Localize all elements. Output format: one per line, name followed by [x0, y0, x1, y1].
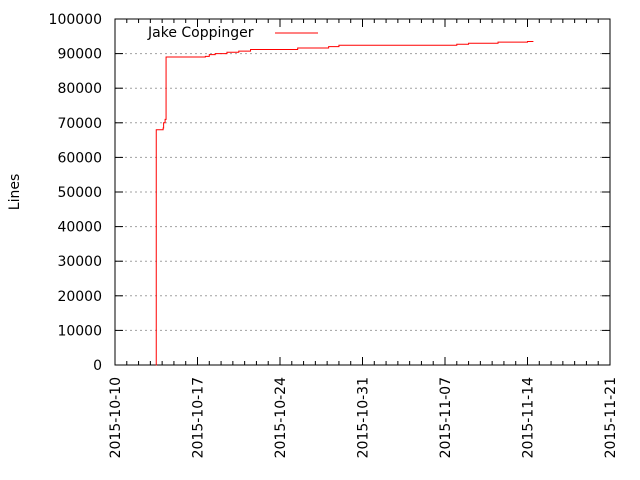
y-tick-label: 10000	[57, 323, 102, 339]
y-axis-label: Lines	[7, 174, 23, 210]
legend-label-jake-coppinger: Jake Coppinger	[147, 25, 254, 41]
y-tick-label: 30000	[57, 254, 102, 270]
y-tick-label: 100000	[49, 12, 102, 28]
y-tick-label: 80000	[57, 81, 102, 97]
x-tick-label: 2015-11-07	[438, 377, 454, 458]
x-tick-label: 2015-10-24	[273, 377, 289, 458]
axis-ticks	[114, 18, 611, 366]
grid	[115, 53, 610, 331]
x-tick-label: 2015-11-14	[521, 377, 537, 458]
series	[155, 40, 534, 366]
y-axis-tick-labels: 0 10000 20000 30000 40000 50000 60000 70000 8000…	[49, 12, 102, 374]
y-tick-label: 60000	[57, 150, 102, 166]
y-tick-label: 40000	[57, 220, 102, 236]
x-tick-label: 2015-11-21	[603, 377, 619, 458]
x-tick-label: 2015-10-31	[356, 377, 372, 458]
y-tick-label: 0	[93, 358, 102, 374]
x-tick-label: 2015-10-17	[191, 377, 207, 458]
legend: Jake Coppinger	[147, 25, 318, 41]
series-line-0	[155, 40, 534, 366]
y-tick-label: 50000	[57, 185, 102, 201]
x-axis-tick-labels: 2015-10-10 2015-10-17 2015-10-24 2015-10-31…	[108, 377, 619, 458]
x-tick-label: 2015-10-10	[108, 377, 124, 458]
y-tick-label: 90000	[57, 47, 102, 63]
y-tick-label: 20000	[57, 289, 102, 305]
y-tick-label: 70000	[57, 116, 102, 132]
